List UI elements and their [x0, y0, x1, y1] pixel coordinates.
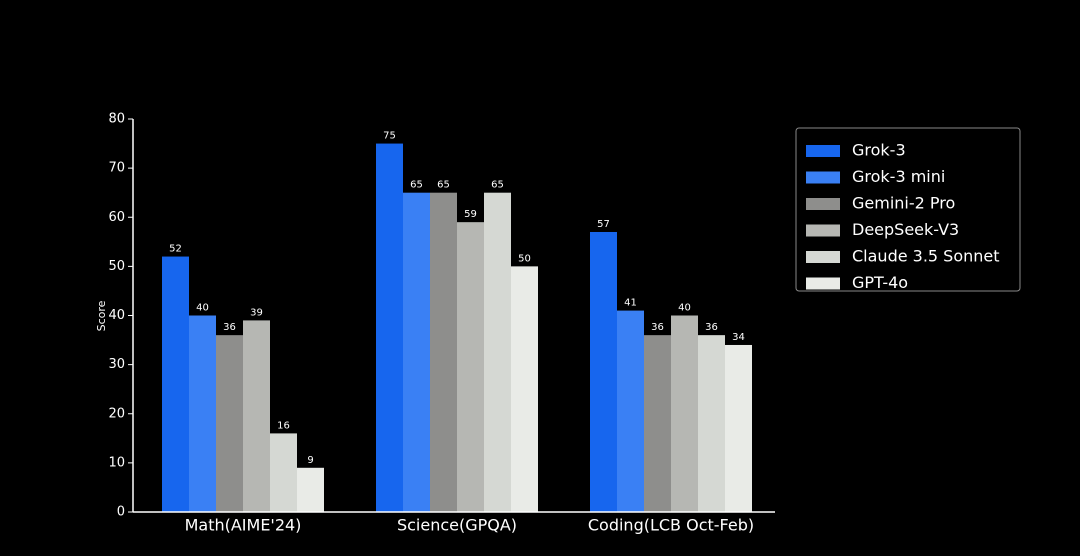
data-label: 36: [223, 322, 236, 333]
bar: [403, 192, 430, 512]
data-label: 39: [250, 307, 263, 318]
legend-swatch: [806, 198, 840, 210]
bar: [216, 335, 243, 512]
y-tick-label: 50: [108, 259, 125, 274]
legend-swatch: [806, 224, 840, 237]
bar: [430, 192, 457, 512]
y-tick-label: 40: [108, 308, 125, 323]
x-tick-label: Math(AIME'24): [185, 516, 302, 535]
bar: [270, 433, 297, 512]
x-tick-label: Coding(LCB Oct-Feb): [588, 516, 754, 535]
legend-box: [795, 127, 1021, 292]
y-tick-label: 80: [108, 112, 125, 127]
bar: [698, 335, 725, 512]
bar: [162, 256, 189, 512]
data-label: 65: [491, 180, 504, 191]
bar: [725, 344, 752, 512]
legend-swatch: [806, 145, 840, 157]
bar: [671, 315, 698, 512]
x-tick-label: Science(GPQA): [397, 516, 517, 535]
data-label: 65: [437, 180, 450, 191]
bar: [297, 467, 324, 512]
legend-label: Grok-3 mini: [852, 167, 945, 186]
data-label: 40: [196, 303, 209, 314]
bar: [590, 231, 617, 513]
legend-label: Grok-3: [852, 141, 906, 160]
data-label: 57: [597, 219, 610, 230]
data-label: 36: [705, 322, 718, 333]
data-label: 65: [410, 180, 423, 191]
bar: [644, 335, 671, 512]
data-label: 41: [624, 298, 637, 309]
y-tick-label: 10: [108, 455, 125, 470]
data-label: 52: [169, 244, 182, 255]
legend-swatch: [806, 277, 840, 290]
y-axis-label: Score: [95, 300, 108, 331]
y-tick-label: 0: [117, 505, 125, 520]
bar: [189, 315, 216, 512]
bar: [243, 320, 270, 512]
data-label: 59: [464, 209, 477, 220]
legend-swatch: [806, 171, 840, 184]
bar: [376, 143, 403, 512]
data-label: 34: [732, 332, 745, 343]
bar: [484, 192, 511, 512]
data-label: 9: [307, 455, 313, 466]
data-label: 40: [678, 303, 691, 314]
legend-label: GPT-4o: [852, 273, 908, 292]
y-tick-label: 60: [108, 210, 125, 225]
bar: [511, 266, 538, 512]
data-label: 50: [518, 253, 531, 264]
legend-label: DeepSeek-V3: [852, 220, 959, 239]
bar: [457, 222, 484, 512]
legend-swatch: [806, 251, 840, 263]
data-label: 75: [383, 131, 396, 142]
y-tick-label: 70: [108, 161, 125, 176]
y-tick-label: 20: [108, 406, 125, 421]
y-tick-label: 30: [108, 357, 125, 372]
data-label: 16: [277, 420, 290, 431]
data-label: 36: [651, 322, 664, 333]
legend-label: Claude 3.5 Sonnet: [852, 247, 1000, 266]
bar: [617, 310, 644, 512]
legend-label: Gemini-2 Pro: [852, 194, 955, 213]
